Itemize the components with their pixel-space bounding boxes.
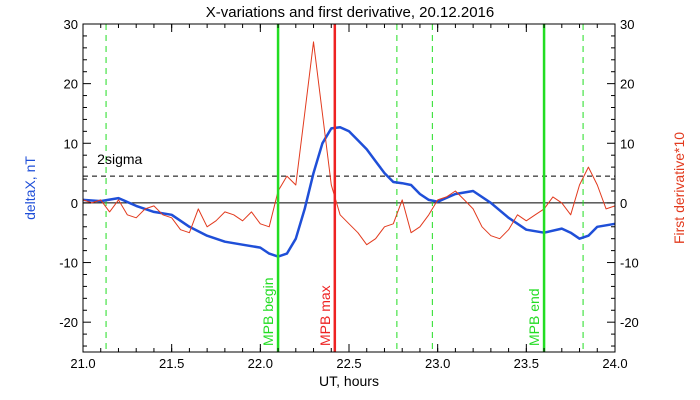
series-deltaX [82, 125, 616, 258]
x-tick-label: 21.5 [159, 356, 184, 371]
series-layer [82, 41, 616, 258]
y-tick-label-right: 20 [620, 77, 634, 92]
y-tick-label-left: 30 [64, 17, 78, 32]
y-tick-label-left: -10 [59, 256, 78, 271]
x-tick-label: 22.5 [336, 356, 361, 371]
threshold-label: 2sigma [97, 151, 142, 167]
marker-label-0: MPB begin [260, 278, 276, 346]
y-tick-label-right: 10 [620, 136, 634, 151]
x-tick-label: 24.0 [602, 356, 627, 371]
x-tick-label: 21.0 [70, 356, 95, 371]
reference-lines [83, 24, 615, 352]
x-tick-label: 22.0 [248, 356, 273, 371]
x-axis-label: UT, hours [319, 373, 379, 389]
y-axis-ticks: -20 -20 -10 -10 0 0 10 10 20 20 30 30 [59, 17, 639, 347]
y-tick-label-left: 10 [64, 136, 78, 151]
y-tick-label-left: 20 [64, 77, 78, 92]
marker-label-2: MPB end [526, 288, 542, 346]
y-tick-label-left: -20 [59, 315, 78, 330]
x-axis-ticks: 21.0 21.5 22.0 22.5 23.0 23.5 24.0 [70, 24, 628, 371]
marker-label-1: MPB max [317, 285, 333, 346]
x-tick-label: 23.0 [425, 356, 450, 371]
event-markers: MPB begin MPB max MPB end [260, 24, 546, 352]
y-tick-label-right: 0 [620, 196, 627, 211]
y-axis-label-left: deltaX, nT [22, 156, 38, 220]
y-tick-label-right: -20 [620, 315, 639, 330]
y-axis-label-right: First derivative*10 [671, 132, 687, 244]
series-derivative [82, 41, 616, 246]
y-tick-label-left: 0 [71, 196, 78, 211]
y-tick-label-right: -10 [620, 256, 639, 271]
chart-title: X-variations and first derivative, 20.12… [206, 4, 495, 21]
x-tick-label: 23.5 [514, 356, 539, 371]
y-tick-label-right: 30 [620, 17, 634, 32]
